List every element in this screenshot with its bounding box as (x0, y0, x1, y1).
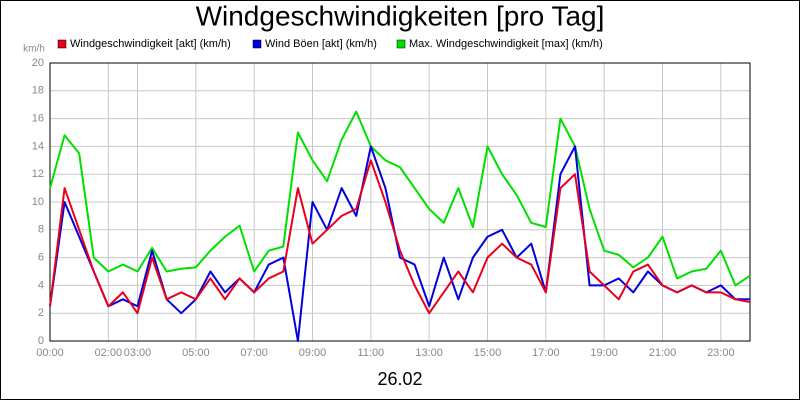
y-tick-label: 8 (38, 224, 44, 236)
legend-label: Windgeschwindigkeit [akt] (km/h) (70, 38, 231, 50)
x-tick-label: 19:00 (590, 347, 618, 359)
chart-title: Windgeschwindigkeiten [pro Tag] (196, 0, 605, 31)
y-axis-label: km/h (23, 44, 45, 55)
series-line (49, 159, 751, 315)
x-tick-label: 21:00 (649, 347, 677, 359)
x-tick-label: 03:00 (124, 347, 152, 359)
legend-label: Wind Böen [akt] (km/h) (265, 38, 377, 50)
y-tick-label: 10 (32, 196, 44, 208)
y-tick-label: 12 (32, 168, 44, 180)
y-tick-label: 2 (38, 307, 44, 319)
y-tick-label: 20 (32, 57, 44, 69)
x-axis-label: 26.02 (377, 369, 422, 389)
x-tick-label: 07:00 (240, 347, 268, 359)
y-tick-label: 4 (38, 279, 44, 291)
legend-swatch (252, 39, 262, 49)
x-tick-label: 23:00 (707, 347, 735, 359)
x-tick-label: 00:00 (36, 347, 64, 359)
x-tick-label: 05:00 (182, 347, 210, 359)
plot-border (49, 62, 751, 342)
series-line (49, 110, 751, 287)
legend-label: Max. Windgeschwindigkeit [max] (km/h) (409, 38, 603, 50)
y-tick-label: 6 (38, 252, 44, 264)
legend-swatch (396, 39, 406, 49)
x-tick-label: 13:00 (415, 347, 443, 359)
y-tick-label: 14 (32, 140, 44, 152)
x-tick-label: 15:00 (474, 347, 502, 359)
y-tick-label: 18 (32, 85, 44, 97)
x-tick-label: 02:00 (95, 347, 123, 359)
legend-swatch (57, 39, 67, 49)
x-tick-label: 11:00 (357, 347, 384, 359)
x-tick-label: 09:00 (299, 347, 327, 359)
y-tick-label: 0 (38, 335, 44, 347)
y-tick-label: 16 (32, 113, 44, 125)
x-tick-label: 17:00 (532, 347, 560, 359)
